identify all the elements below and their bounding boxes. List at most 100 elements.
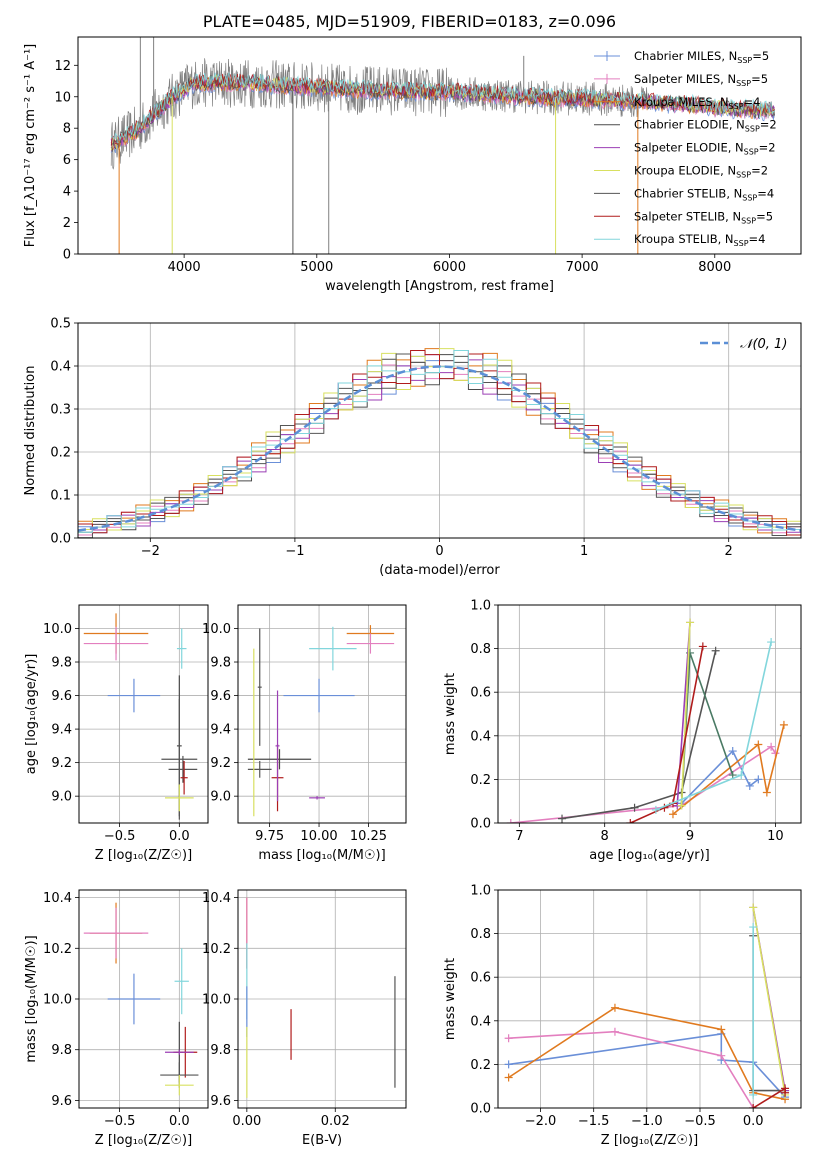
- x-axis-label: age [log₁₀(age/yr)]: [589, 848, 710, 863]
- y-tick-label: 9.8: [210, 1043, 231, 1058]
- x-axis-label: E(B-V): [302, 1133, 342, 1148]
- y-axis-label: Normed distribution: [23, 366, 38, 496]
- x-tick-label: 10.00: [300, 829, 337, 844]
- legend-label: Kroupa MILES, NSSP=4: [634, 95, 760, 111]
- weight-series-line: [680, 622, 691, 806]
- y-tick-label: 10.2: [43, 942, 72, 957]
- weight-point-marker: [610, 1003, 619, 1012]
- y-tick-label: 0.1: [50, 489, 71, 504]
- weight-point-marker: [749, 923, 758, 932]
- weight-point-marker: [767, 638, 776, 647]
- x-tick-label: −0.5: [104, 829, 136, 844]
- weight-series-line: [680, 749, 759, 804]
- errorbar-point: [176, 628, 187, 669]
- weight-vs-metallicity-panel: −2.0 −1.5 −1.0 −0.5 0.0 0.0 0.2 0.4 0.6 0.8 1.0 Z […: [443, 884, 802, 1148]
- weight-point-marker: [737, 771, 746, 780]
- y-tick-label: 0.8: [470, 642, 491, 657]
- x-tick-label: 0.0: [169, 829, 190, 844]
- legend-label: Kroupa STELIB, NSSP=4: [634, 232, 765, 248]
- weight-point-marker: [677, 801, 686, 810]
- y-tick-label: 0.8: [470, 927, 491, 942]
- axes-frame: [497, 889, 802, 1109]
- errorbar-point: [180, 760, 188, 795]
- y-axis-label: Flux [f_λ10⁻¹⁷ erg cm⁻² s⁻¹ A⁻¹]: [23, 44, 38, 248]
- legend-label: Salpeter MILES, NSSP=5: [634, 72, 768, 88]
- x-axis-label: Z [log₁₀(Z/Z☉)]: [601, 1133, 698, 1148]
- y-tick-label: 9.0: [51, 790, 72, 805]
- age-vs-mass-panel: 9.75 10.00 10.25 9.0 9.2 9.4 9.6 9.8 10.0 mass [l…: [202, 604, 407, 863]
- x-tick-label: −1: [285, 544, 304, 559]
- x-tick-label: 10.25: [350, 829, 387, 844]
- x-axis-label: mass [log₁₀(M/M☉)]: [258, 848, 385, 863]
- y-tick-label: 0: [63, 248, 71, 263]
- y-tick-label: 9.2: [51, 756, 72, 771]
- y-tick-label: 9.6: [210, 689, 231, 704]
- y-tick-label: 9.8: [51, 1043, 72, 1058]
- x-tick-label: 9: [686, 829, 694, 844]
- normal-reference-curve: [78, 365, 801, 532]
- errorbar-point: [165, 784, 194, 812]
- errorbar-point: [275, 690, 280, 802]
- weight-point-marker: [686, 618, 695, 627]
- axes-frame: [78, 604, 209, 824]
- x-tick-label: −1.5: [578, 1114, 610, 1129]
- x-axis-label: Z [log₁₀(Z/Z☉)]: [95, 1133, 192, 1148]
- weight-point-marker: [754, 775, 763, 784]
- y-tick-label: 0.4: [470, 729, 491, 744]
- y-tick-label: 9.0: [210, 790, 231, 805]
- x-tick-label: 1: [580, 544, 588, 559]
- model-spectrum-line: [110, 72, 775, 144]
- errorbar-point: [309, 796, 325, 800]
- residual-histogram-panel: 𝒩(0, 1) −2 −1 0 1 2 0.0 0.1 0.2 0.3 0.4 0.5 (data-mo…: [23, 317, 802, 578]
- plot-area: [83, 613, 198, 820]
- y-axis-label: mass [log₁₀(M/M☉)]: [24, 935, 39, 1062]
- y-tick-label: 0.6: [470, 971, 491, 986]
- errorbar-point: [168, 755, 198, 783]
- model-spectrum-line: [110, 73, 775, 146]
- x-tick-label: 2: [725, 544, 733, 559]
- errorbar-point: [174, 948, 189, 1015]
- x-tick-label: 7000: [566, 260, 599, 275]
- errorbar-point: [257, 628, 262, 746]
- errorbar-point: [247, 760, 272, 778]
- y-tick-label: 10.0: [202, 993, 231, 1008]
- weight-point-marker: [504, 1073, 513, 1082]
- figure-title: PLATE=0485, MJD=51909, FIBERID=0183, z=0…: [202, 12, 617, 31]
- y-tick-label: 9.6: [51, 689, 72, 704]
- y-tick-label: 0.2: [50, 446, 71, 461]
- weight-point-marker: [762, 788, 771, 797]
- axes-frame: [237, 604, 407, 824]
- weight-series-line: [629, 646, 704, 823]
- plot-area: [83, 902, 199, 1096]
- errorbar-point: [107, 678, 161, 713]
- x-tick-label: 0.0: [743, 1114, 764, 1129]
- x-axis-label: (data-model)/error: [379, 563, 500, 578]
- y-tick-label: 6: [63, 153, 71, 168]
- x-tick-label: 0.00: [232, 1114, 261, 1129]
- x-tick-label: 10: [767, 829, 784, 844]
- axes-frame: [77, 36, 802, 255]
- errorbar-point: [83, 626, 149, 661]
- weight-point-marker: [781, 1088, 790, 1097]
- weight-vs-age-panel: 7 8 9 10 0.0 0.2 0.4 0.6 0.8 1.0 age [log₁₀(age/yr…: [443, 599, 802, 863]
- errorbar-point: [346, 633, 395, 654]
- legend-label: Kroupa ELODIE, NSSP=2: [634, 164, 768, 180]
- age-vs-metallicity-panel: −0.5 0.0 9.0 9.2 9.4 9.6 9.8 10.0 Z [log₁₀(Z/Z☉)…: [24, 604, 209, 863]
- weight-series-line: [508, 1030, 754, 1108]
- y-tick-label: 0.2: [470, 1058, 491, 1073]
- weight-series-line: [752, 907, 786, 1096]
- y-tick-label: 0.0: [470, 1102, 491, 1117]
- plot-area: [110, 37, 775, 254]
- y-tick-label: 1.0: [470, 599, 491, 614]
- x-tick-label: −1.0: [631, 1114, 663, 1129]
- weight-point-marker: [728, 747, 737, 756]
- mass-vs-metallicity-panel: −0.5 0.0 9.6 9.8 10.0 10.2 10.4 Z [log₁₀(Z/Z☉)]…: [24, 889, 209, 1148]
- weight-point-marker: [749, 903, 758, 912]
- y-tick-label: 0.6: [470, 686, 491, 701]
- y-tick-label: 0.5: [50, 317, 71, 332]
- y-tick-label: 9.4: [210, 723, 231, 738]
- y-tick-label: 10.4: [43, 891, 72, 906]
- errorbar-point: [165, 1075, 194, 1096]
- weight-point-marker: [651, 805, 660, 814]
